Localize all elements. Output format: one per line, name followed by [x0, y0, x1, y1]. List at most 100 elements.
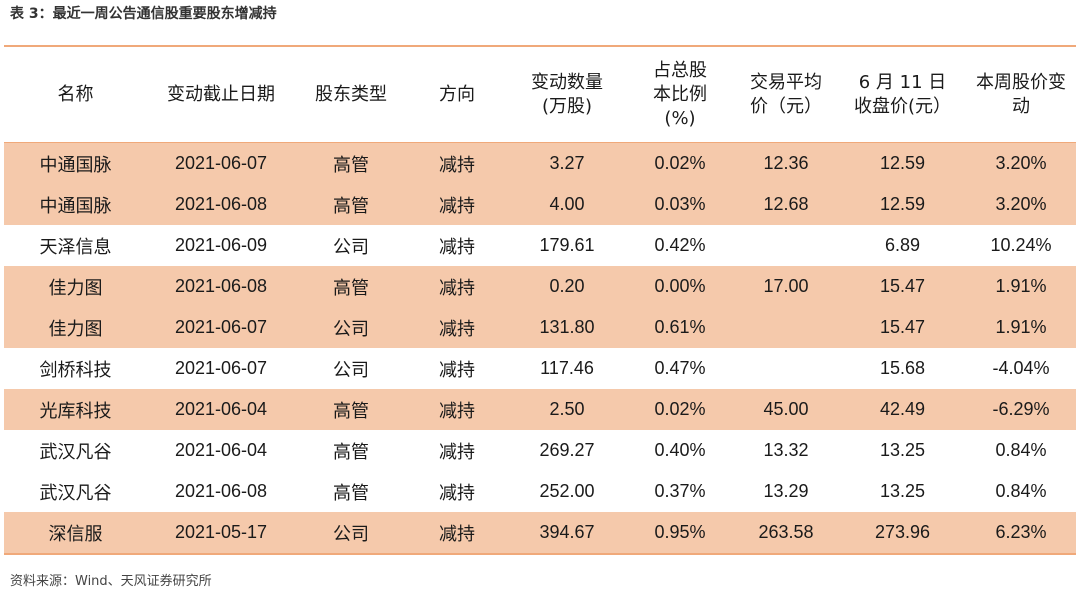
column-header-line: 占总股 [653, 59, 707, 81]
close-price-cell: 13.25 [879, 440, 926, 460]
avg-price-cell: 12.36 [733, 142, 839, 184]
share-ratio-cell: 0.47% [654, 358, 706, 378]
company-name-cell: 中通国脉 [4, 142, 147, 184]
avg-price-cell: 12.68 [733, 184, 839, 225]
share-ratio-cell: 0.03% [627, 184, 733, 225]
company-name-cell: 光库科技 [4, 389, 147, 430]
column-header: 名称 [4, 47, 147, 143]
company-name-cell: 天泽信息 [39, 236, 112, 258]
table-row: 武汉凡谷 2021-06-08 高管 减持 252.00 0.37% 13.29 13.25 0… [4, 471, 1076, 512]
table-caption: 表 3：最近一周公告通信股重要股东增减持 [10, 6, 277, 22]
column-header: 6 月 11 日收盘价(元） [839, 47, 966, 143]
end-date-cell: 2021-05-17 [147, 512, 295, 553]
column-header-line: 本周股价变动 [976, 71, 1066, 117]
close-price-cell: 6.89 [884, 235, 921, 255]
shareholder-change-table: 名称 变动截止日期 股东类型 方向 变动数量 (万股) 占总股 本比例 (%) 交易平均 价（元） 6… [4, 47, 1076, 553]
close-price-cell: 42.49 [839, 389, 966, 430]
column-header: 方向 [407, 47, 507, 143]
column-header-line: 变动数量 [531, 71, 603, 93]
weekly-change-cell: -6.29% [966, 389, 1076, 430]
direction-cell: 减持 [439, 441, 475, 463]
weekly-change-cell: 10.24% [990, 235, 1052, 255]
column-header-line: 变动截止日期 [167, 83, 275, 105]
end-date-cell: 2021-06-07 [147, 142, 295, 184]
direction-cell: 减持 [439, 236, 475, 258]
holder-type-cell: 高管 [333, 441, 369, 463]
column-header-line: 方向 [439, 83, 475, 105]
avg-price-cell: 263.58 [733, 512, 839, 553]
holder-type-cell: 公司 [333, 236, 369, 258]
direction-cell: 减持 [407, 184, 507, 225]
avg-price-cell [733, 348, 839, 389]
direction-cell: 减持 [439, 482, 475, 504]
table-row: 光库科技 2021-06-04 高管 减持 2.50 0.02% 45.00 42.49 -6.… [4, 389, 1076, 430]
weekly-change-cell: 0.84% [995, 440, 1047, 460]
column-header-line: 本比例 [653, 83, 707, 105]
column-header-line: (万股) [541, 95, 593, 117]
column-header-line: 价（元） [750, 95, 822, 117]
share-ratio-cell: 0.61% [627, 307, 733, 348]
direction-cell: 减持 [407, 266, 507, 307]
close-price-cell: 273.96 [839, 512, 966, 553]
avg-price-cell [733, 225, 839, 266]
company-name-cell: 中通国脉 [4, 184, 147, 225]
column-header-line: (%) [664, 107, 696, 129]
end-date-cell: 2021-06-08 [174, 481, 268, 501]
share-ratio-cell: 0.02% [627, 389, 733, 430]
share-ratio-cell: 0.40% [654, 440, 706, 460]
table-row: 剑桥科技 2021-06-07 公司 减持 117.46 0.47% 15.68 -4.04% [4, 348, 1076, 389]
share-ratio-cell: 0.42% [654, 235, 706, 255]
avg-price-cell: 13.32 [763, 440, 809, 460]
table-row: 天泽信息 2021-06-09 公司 减持 179.61 0.42% 6.89 10.24% [4, 225, 1076, 266]
company-name-cell: 深信服 [4, 512, 147, 553]
change-quantity-cell: 394.67 [507, 512, 627, 553]
change-quantity-cell: 3.27 [507, 142, 627, 184]
end-date-cell: 2021-06-04 [174, 440, 268, 460]
holder-type-cell: 高管 [295, 266, 407, 307]
header-row: 名称 变动截止日期 股东类型 方向 变动数量 (万股) 占总股 本比例 (%) 交易平均 价（元） 6… [4, 47, 1076, 143]
direction-cell: 减持 [439, 359, 475, 381]
end-date-cell: 2021-06-07 [174, 358, 268, 378]
weekly-change-cell: 6.23% [966, 512, 1076, 553]
column-header-line: 6 月 11 日 [858, 71, 947, 93]
column-header: 变动数量 (万股) [507, 47, 627, 143]
end-date-cell: 2021-06-08 [147, 184, 295, 225]
close-price-cell: 15.68 [879, 358, 926, 378]
holder-type-cell: 公司 [295, 512, 407, 553]
end-date-cell: 2021-06-07 [147, 307, 295, 348]
column-header: 本周股价变动 [966, 47, 1076, 143]
direction-cell: 减持 [407, 389, 507, 430]
change-quantity-cell: 2.50 [507, 389, 627, 430]
shareholder-table-container: 名称 变动截止日期 股东类型 方向 变动数量 (万股) 占总股 本比例 (%) 交易平均 价（元） 6… [4, 45, 1076, 555]
company-name-cell: 武汉凡谷 [39, 441, 112, 463]
end-date-cell: 2021-06-08 [147, 266, 295, 307]
end-date-cell: 2021-06-04 [147, 389, 295, 430]
weekly-change-cell: 0.84% [995, 481, 1047, 501]
weekly-change-cell: -4.04% [992, 358, 1050, 378]
change-quantity-cell: 117.46 [540, 358, 594, 378]
end-date-cell: 2021-06-09 [174, 235, 268, 255]
change-quantity-cell: 179.61 [539, 235, 595, 255]
table-row: 深信服 2021-05-17 公司 减持 394.67 0.95% 263.58 273.96… [4, 512, 1076, 553]
avg-price-cell: 13.29 [763, 481, 809, 501]
share-ratio-cell: 0.02% [627, 142, 733, 184]
direction-cell: 减持 [407, 142, 507, 184]
holder-type-cell: 公司 [333, 359, 369, 381]
avg-price-cell: 17.00 [733, 266, 839, 307]
change-quantity-cell: 252.00 [539, 481, 595, 501]
holder-type-cell: 高管 [333, 482, 369, 504]
change-quantity-cell: 131.80 [507, 307, 627, 348]
company-name-cell: 佳力图 [4, 307, 147, 348]
table-row: 佳力图 2021-06-08 高管 减持 0.20 0.00% 17.00 15.47 1.91… [4, 266, 1076, 307]
company-name-cell: 佳力图 [4, 266, 147, 307]
source-note: 资料来源：Wind、天风证券研究所 [10, 574, 212, 589]
company-name-cell: 剑桥科技 [39, 359, 112, 381]
close-price-cell: 12.59 [839, 142, 966, 184]
change-quantity-cell: 4.00 [507, 184, 627, 225]
avg-price-cell [733, 307, 839, 348]
change-quantity-cell: 0.20 [507, 266, 627, 307]
column-header-line: 股东类型 [315, 83, 387, 105]
column-header-line: 收盘价(元） [853, 95, 952, 117]
company-name-cell: 武汉凡谷 [39, 482, 112, 504]
avg-price-cell: 45.00 [733, 389, 839, 430]
